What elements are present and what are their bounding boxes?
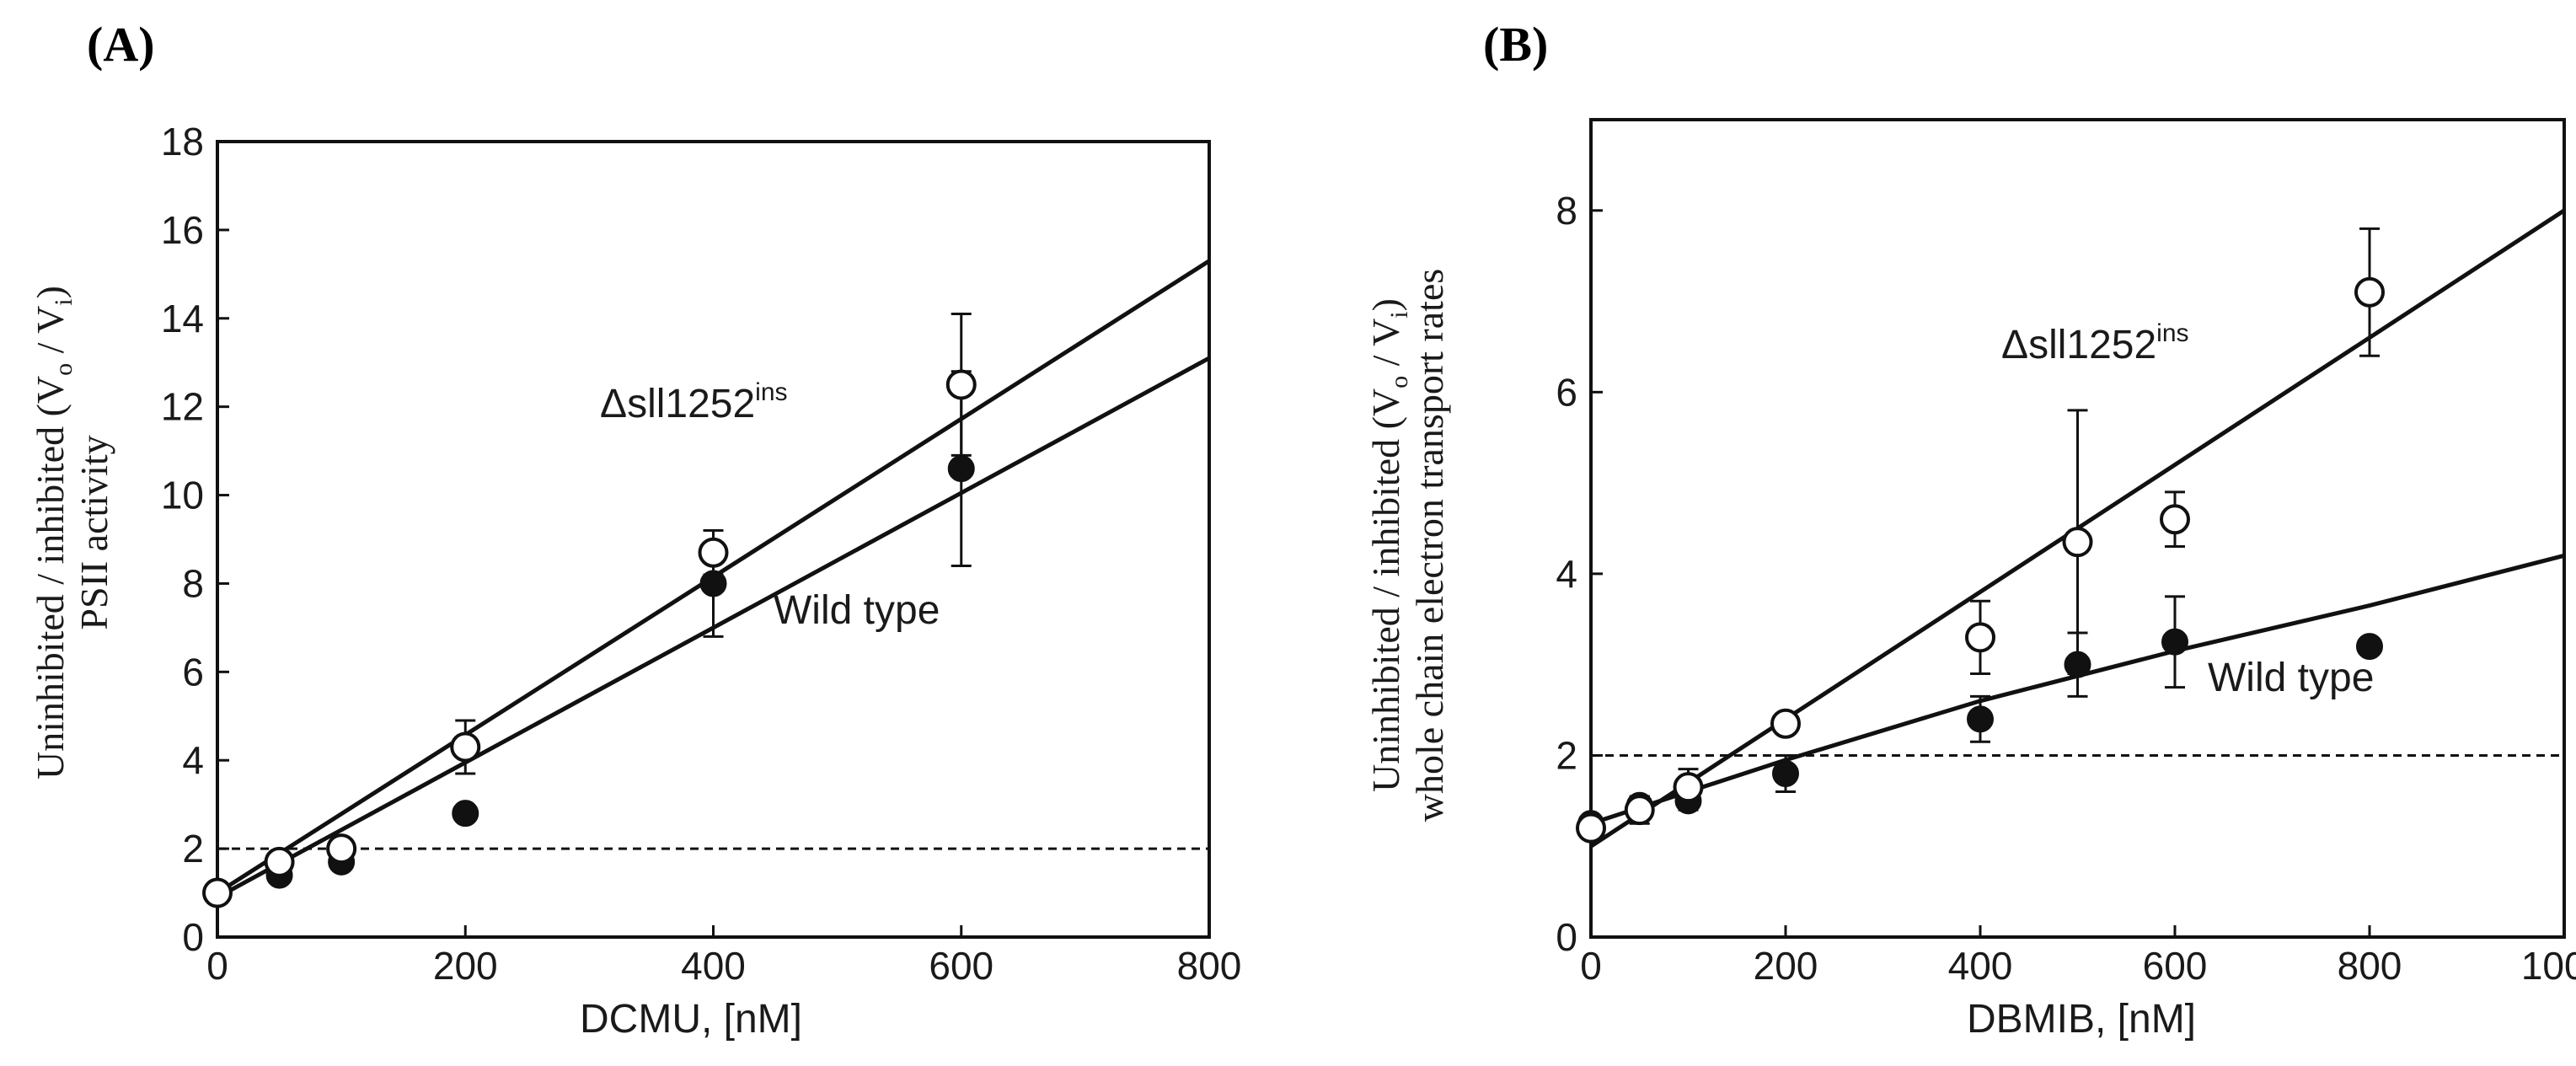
panel-b-point-mutant [2354,276,2385,308]
panel-b-x-tick-label: 200 [1754,944,1818,988]
panel-b-point-mutant [2160,504,2190,535]
panel-a-y-tick-label: 6 [182,650,204,694]
panel-b-plot-frame [1589,118,2566,939]
panel-a-wildtype-annotation: Wild type [774,588,940,633]
panel-a-y-axis-label-line2: PSII activity [72,435,115,629]
panel-a-point-mutant [698,537,729,568]
panel-a-y-tick-label: 0 [182,915,204,959]
panel-b-wildtype-annotation: Wild type [2208,656,2374,700]
panel-a-y-tick-label: 2 [182,827,204,870]
panel-a-x-tick-label: 200 [433,944,498,988]
panel-b-x-tick-label: 600 [2143,944,2208,988]
panel-b-point-mutant [2062,527,2093,558]
panel-b-point-wildtype [2356,633,2383,661]
panel-b-x-tick-label: 800 [2338,944,2402,988]
panel-b-y-axis-label: Uninhibited / inhibited (Vo / Vi) [1364,298,1413,792]
panel-a-plot: 0 200 400 600 800 0 2 4 6 8 10 12 14 16 18 [161,120,1242,988]
panel-a-label: (A) [87,17,155,72]
panel-a-x-tick-label: 0 [206,944,228,988]
panel-a-mutant-annotation: Δsll1252ins [600,378,788,426]
panel-b-y-tick-label: 6 [1556,370,1577,414]
panel-a-y-tick-label: 4 [182,738,204,782]
panel-b-x-axis-label: DBMIB, [nM] [1967,997,2196,1042]
panel-b-x-tick-label: 0 [1580,944,1602,988]
panel-a-y-tick-label: 16 [161,208,204,252]
panel-a-point-mutant [945,369,977,400]
panel-b-y-tick-label: 8 [1556,189,1577,233]
panel-b-y-axis-label-line2: whole chain electron transport rates [1408,269,1451,822]
panel-a-x-tick-label: 600 [929,944,993,988]
panel-a-point-wildtype [452,800,479,828]
panel-b-y-tick-label: 0 [1556,915,1577,959]
panel-a-point-mutant [326,833,357,865]
panel-b-point-mutant [1673,772,1704,803]
panel-a-y-axis-label: Uninhibited / inhibited (Vo / Vi) [29,286,78,779]
panel-b-point-wildtype [1967,705,1994,733]
panel-a-point-mutant [202,877,233,908]
panel-a-y-tick-label: 12 [161,385,204,429]
panel-b-point-mutant [1965,622,1995,653]
panel-a-point-mutant [264,846,295,877]
panel-a-y-tick-label: 18 [161,120,204,163]
panel-a-point-mutant [450,731,481,763]
panel-b-point-wildtype [1772,760,1799,787]
panel-a-y-tick-label: 10 [161,474,204,517]
panel-b-label: (B) [1483,17,1548,72]
panel-b-point-mutant [1770,708,1801,739]
panel-b-point-mutant [1624,795,1655,826]
panel-b-x-tick-label: 400 [1948,944,2013,988]
panel-a-y-tick-label: 14 [161,297,204,340]
panel-a-x-tick-label: 800 [1177,944,1242,988]
panel-b-point-mutant [1576,812,1606,844]
panel-b-point-wildtype [2161,628,2188,656]
panel-a-x-tick-label: 400 [681,944,746,988]
panel-b-mutant-annotation: Δsll1252ins [2001,319,2189,367]
panel-b-y-tick-label: 4 [1556,552,1577,596]
panel-a-point-wildtype [947,455,975,483]
panel-b-y-tick-label: 2 [1556,733,1577,777]
panel-a-y-tick-label: 8 [182,561,204,605]
panel-a-x-axis-label: DCMU, [nM] [580,997,802,1042]
